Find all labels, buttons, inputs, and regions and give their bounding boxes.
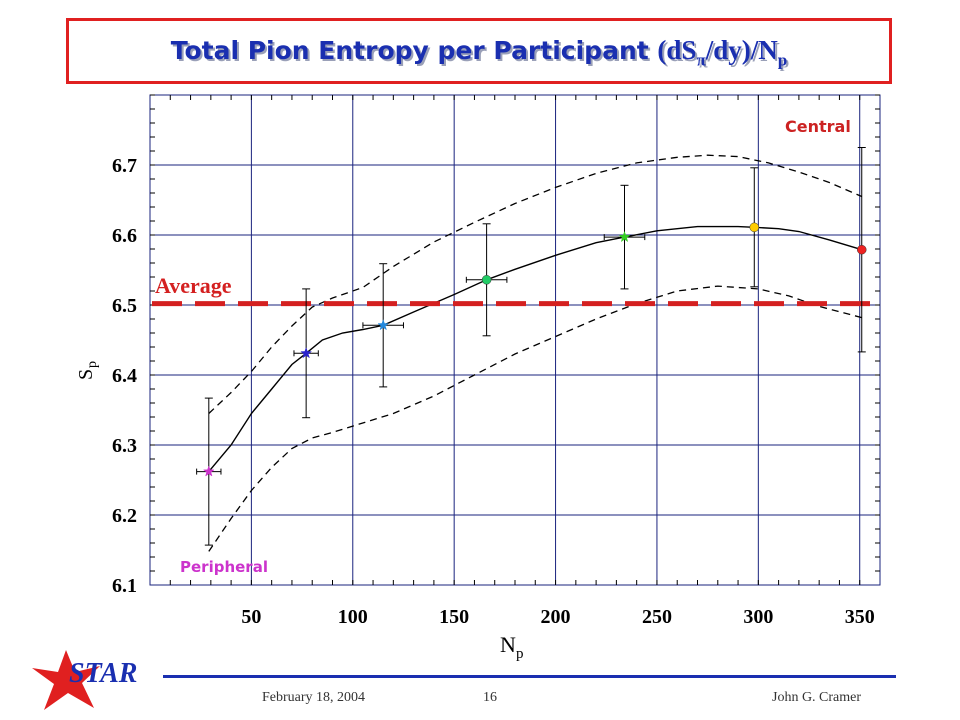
data-point-3 bbox=[362, 263, 404, 388]
point-marker bbox=[377, 319, 390, 331]
footer-page-number: 16 bbox=[483, 690, 497, 705]
data-point-4 bbox=[465, 223, 508, 337]
title-formula: (dSπ/dy)/Np bbox=[657, 35, 787, 69]
y-tick-label-6.1: 6.1 bbox=[112, 575, 137, 597]
x-axis-label-text: N bbox=[500, 632, 516, 657]
y-tick-label-6.7: 6.7 bbox=[112, 155, 137, 177]
upper-band-curve bbox=[208, 154, 863, 414]
data-point-5 bbox=[603, 184, 646, 290]
y-axis-label: S p bbox=[75, 361, 100, 380]
point-marker bbox=[749, 222, 760, 233]
footer-rule bbox=[163, 675, 896, 678]
x-tick-label-200: 200 bbox=[541, 606, 571, 628]
x-tick-label-250: 250 bbox=[642, 606, 672, 628]
point-marker bbox=[857, 244, 867, 255]
title-main: Total Pion Entropy per Participant bbox=[170, 36, 649, 65]
uncertainty-bands bbox=[208, 154, 863, 552]
star-logo-icon bbox=[32, 650, 100, 710]
slide-title: Total Pion Entropy per Participant (dSπ/… bbox=[69, 35, 889, 70]
central-label: Central bbox=[785, 117, 851, 136]
y-tick-label-6.3: 6.3 bbox=[112, 435, 137, 457]
formula-part-1: (dS bbox=[657, 35, 697, 65]
y-tick-label-6.6: 6.6 bbox=[112, 225, 137, 247]
formula-sub-p: p bbox=[777, 50, 788, 70]
plot-background bbox=[149, 94, 881, 586]
x-tick-label-150: 150 bbox=[439, 606, 469, 628]
x-tick-label-100: 100 bbox=[338, 606, 368, 628]
point-marker bbox=[202, 465, 215, 477]
tick-marks bbox=[150, 94, 880, 585]
x-tick-label-300: 300 bbox=[743, 606, 773, 628]
formula-sub-pi: π bbox=[696, 50, 706, 70]
x-tick-label-350: 350 bbox=[845, 606, 875, 628]
data-point-6 bbox=[749, 167, 760, 288]
x-tick-labels: 50 100 150 200 250 300 350 bbox=[241, 606, 874, 628]
data-point-2 bbox=[293, 288, 319, 419]
footer-author: John G. Cramer bbox=[772, 690, 862, 705]
data-point-1 bbox=[196, 397, 222, 546]
y-tick-labels: 6.1 6.2 6.3 6.4 6.5 6.6 6.7 bbox=[112, 155, 137, 597]
data-point-7 bbox=[857, 147, 867, 353]
point-marker bbox=[618, 230, 631, 243]
x-axis-label: N p bbox=[500, 632, 524, 662]
x-axis-label-sub: p bbox=[516, 646, 524, 662]
lower-band-curve bbox=[208, 285, 862, 552]
star-logo-text: STAR bbox=[69, 658, 138, 689]
y-tick-label-6.4: 6.4 bbox=[112, 365, 137, 387]
title-box: Total Pion Entropy per Participant (dSπ/… bbox=[66, 18, 892, 84]
average-label: Average bbox=[155, 273, 232, 298]
peripheral-label: Peripheral bbox=[180, 558, 268, 576]
point-marker bbox=[481, 275, 492, 285]
y-axis-label-text: S bbox=[75, 369, 97, 380]
x-tick-label-50: 50 bbox=[241, 606, 261, 628]
y-tick-label-6.5: 6.5 bbox=[112, 295, 137, 317]
formula-part-2: /dy)/N bbox=[705, 35, 778, 65]
y-axis-label-sub: p bbox=[85, 361, 100, 368]
point-marker bbox=[300, 347, 313, 359]
footer-date: February 18, 2004 bbox=[262, 690, 366, 705]
data-points bbox=[196, 147, 867, 546]
y-tick-label-6.2: 6.2 bbox=[112, 505, 137, 527]
